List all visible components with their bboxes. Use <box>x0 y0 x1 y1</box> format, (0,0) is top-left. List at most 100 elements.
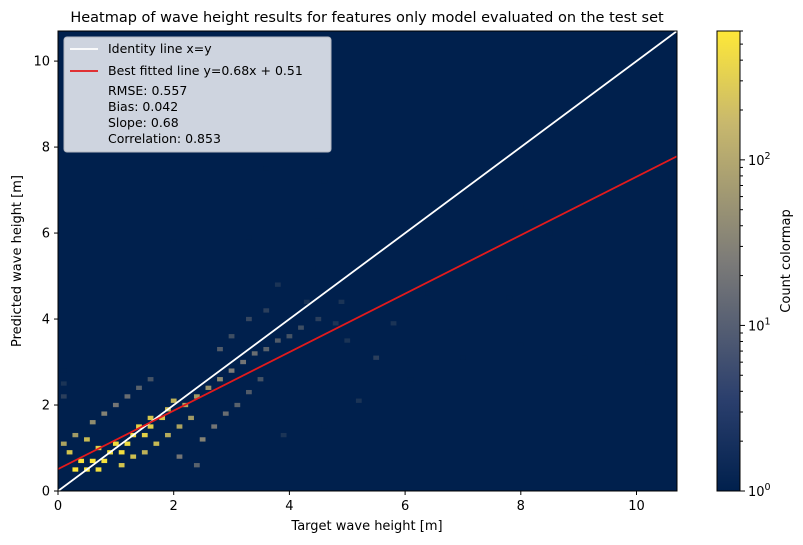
heatmap-cell <box>89 420 96 425</box>
heatmap-cell <box>373 355 380 360</box>
heatmap-cell <box>344 338 351 343</box>
heatmap-cell <box>176 454 183 459</box>
chart-title: Heatmap of wave height results for featu… <box>70 10 664 26</box>
best-fit-line <box>58 155 677 470</box>
heatmap-cell <box>523 205 530 210</box>
heatmap-cell <box>263 346 270 352</box>
fit-lines <box>58 31 677 491</box>
heatmap-cell <box>60 381 67 386</box>
heatmap-cell <box>321 424 328 429</box>
heatmap-cell <box>355 398 362 403</box>
heatmap-cell <box>263 308 270 313</box>
x-tick-label: 2 <box>170 499 178 514</box>
heatmap-cell <box>668 175 675 180</box>
legend-stat-slope: Slope: 0.68 <box>108 115 179 130</box>
legend-identity-label: Identity line x=y <box>108 41 212 56</box>
legend-box <box>63 36 332 153</box>
heatmap-cell <box>251 351 258 356</box>
x-tick-label: 8 <box>517 499 525 514</box>
heatmap-cell <box>246 389 252 395</box>
heatmap-cell <box>228 368 235 373</box>
heatmap-cell <box>101 411 108 416</box>
heatmap-cell <box>124 441 131 446</box>
x-axis-ticks: 0 2 4 6 8 10 <box>54 491 645 514</box>
heatmap-cell <box>246 316 252 322</box>
heatmap-cell <box>217 346 223 352</box>
heatmap-cell <box>60 394 67 399</box>
heatmap-cell <box>263 166 270 171</box>
x-axis-label: Target wave height [m] <box>290 519 442 534</box>
colorbar-label: Count colormap <box>779 209 794 312</box>
heatmap-cell <box>321 179 328 184</box>
legend-fit-label: Best fitted line y=0.68x + 0.51 <box>108 63 303 78</box>
legend-stat-rmse: RMSE: 0.557 <box>108 83 187 98</box>
heatmap-cell <box>303 299 310 304</box>
heatmap-cell <box>246 235 252 240</box>
heatmap-cell <box>425 291 432 296</box>
identity-line <box>58 31 677 491</box>
y-tick-label: 8 <box>42 141 50 156</box>
heatmap-cell <box>176 424 183 429</box>
heatmap-cell <box>84 437 90 442</box>
heatmap-cell <box>193 463 200 468</box>
y-tick-label: 0 <box>42 485 50 500</box>
heatmap-cell <box>60 368 67 373</box>
heatmap-cell <box>315 218 322 223</box>
heatmap-cell <box>546 230 553 236</box>
heatmap-cell <box>338 299 345 304</box>
heatmap-cell <box>136 424 142 429</box>
heatmap-cell <box>228 334 235 339</box>
heatmap-cell <box>78 458 85 464</box>
heatmap-cell <box>286 334 293 339</box>
heatmap-cell <box>581 355 588 360</box>
heatmap-cell <box>147 415 154 421</box>
heatmap-cell <box>72 467 79 472</box>
heatmap-cell <box>165 432 171 438</box>
legend: Identity line x=y Best fitted line y=0.6… <box>63 36 332 153</box>
heatmap-cell <box>234 402 241 408</box>
heatmap-cell <box>448 329 455 335</box>
y-axis-ticks: 0 2 4 6 8 10 <box>33 55 58 500</box>
heatmap-cell <box>217 377 223 382</box>
heatmap-cell <box>280 432 287 438</box>
heatmap-cell <box>257 377 264 382</box>
heatmap-cell <box>517 342 524 347</box>
heatmap-cell <box>124 394 131 399</box>
heatmap-cell <box>170 398 177 403</box>
x-tick-label: 10 <box>628 499 645 514</box>
heatmap-cell <box>112 441 119 446</box>
heatmap-cell <box>193 394 200 399</box>
heatmap-cell <box>89 458 96 464</box>
heatmap-cell <box>390 321 397 326</box>
heatmap-cell <box>460 355 466 360</box>
heatmap-cell <box>170 239 177 244</box>
heatmap-cell <box>118 463 125 468</box>
heatmap-cell <box>112 402 119 408</box>
heatmap-cell <box>159 415 166 421</box>
heatmap-cell <box>199 437 206 442</box>
heatmap-cell <box>153 441 160 446</box>
heatmap-cell <box>72 432 79 438</box>
heatmap-cell <box>407 377 414 382</box>
x-tick-label: 4 <box>285 499 293 514</box>
y-tick-label: 4 <box>42 313 50 328</box>
legend-stat-correlation: Correlation: 0.853 <box>108 131 221 146</box>
y-tick-label: 10 <box>33 55 50 70</box>
heatmap-cell <box>136 385 142 390</box>
heatmap-cell <box>147 377 154 382</box>
colorbar <box>716 30 741 492</box>
heatmap-cell <box>188 415 194 421</box>
colorbar-tick-label: 100 <box>748 482 771 500</box>
heatmap-cell <box>240 359 247 365</box>
colorbar-tick-label: 102 <box>748 151 771 169</box>
heatmap-cell <box>130 454 137 459</box>
heatmap-cell <box>274 282 281 287</box>
y-tick-label: 2 <box>42 399 50 414</box>
x-tick-label: 6 <box>401 499 409 514</box>
heatmap-cell <box>141 450 148 455</box>
colorbar-tick-label: 101 <box>748 316 771 334</box>
heatmap-cell <box>118 450 125 455</box>
heatmap-cell <box>332 321 339 326</box>
heatmap-cell <box>506 295 513 300</box>
heatmap-cell <box>274 338 281 343</box>
